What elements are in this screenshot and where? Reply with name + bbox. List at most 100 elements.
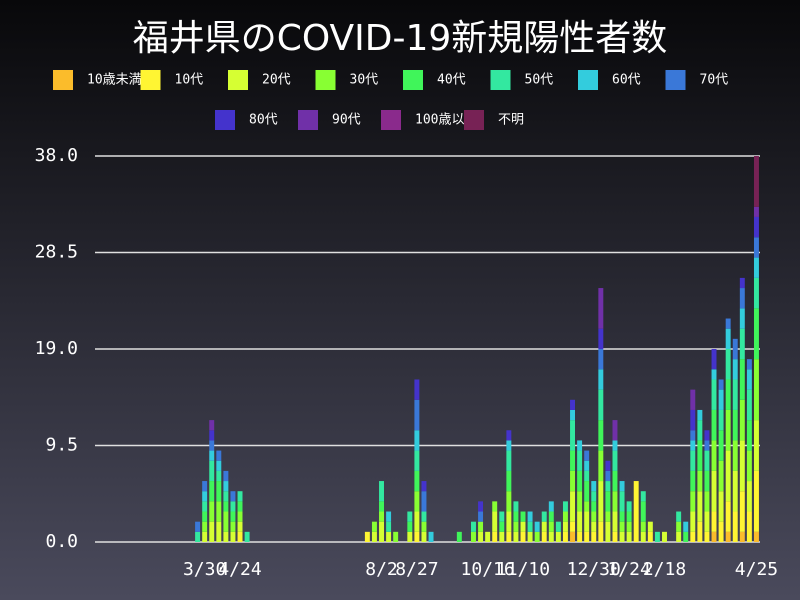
- bar-segment: [739, 491, 745, 532]
- x-tick-label: 8/27: [395, 559, 438, 580]
- legend-label: 80代: [249, 113, 278, 128]
- bar-segment: [612, 440, 618, 451]
- bar-segment: [570, 531, 576, 542]
- bar-segment: [577, 511, 583, 532]
- bar-segment: [598, 481, 604, 522]
- bar-segment: [414, 399, 420, 431]
- bar-segment: [407, 521, 413, 532]
- bar-segment: [230, 501, 236, 512]
- bar-segment: [605, 481, 611, 492]
- bar-segment: [725, 318, 731, 329]
- bar-segment: [492, 501, 498, 512]
- bar-segment: [244, 531, 250, 542]
- bar-segment: [753, 216, 759, 238]
- bar-segment: [718, 379, 724, 390]
- bar-segment: [570, 521, 576, 532]
- bar-segment: [584, 470, 590, 482]
- bar-segment: [739, 440, 745, 492]
- bar-segment: [223, 470, 229, 482]
- bar-segment: [746, 389, 752, 421]
- bar-segment: [414, 511, 420, 532]
- bar-segment: [612, 420, 618, 441]
- bar-segment: [746, 450, 752, 482]
- bar-segment: [471, 531, 476, 542]
- bar-segment: [506, 531, 512, 542]
- bar-segment: [662, 531, 667, 542]
- bar-segment: [506, 430, 512, 441]
- bar-segment: [202, 481, 208, 492]
- bar-segment: [237, 521, 243, 532]
- bar-segment: [223, 491, 229, 502]
- bar-segment: [548, 521, 554, 532]
- bar-segment: [209, 521, 215, 542]
- bar-segment: [711, 470, 717, 512]
- bar-segment: [230, 521, 236, 532]
- bar-segment: [598, 450, 604, 482]
- bar-segment: [202, 521, 208, 532]
- bar-segment: [223, 481, 229, 492]
- bar-segment: [619, 531, 625, 542]
- bar-segment: [697, 420, 703, 441]
- bar-segment: [676, 521, 682, 532]
- y-tick-label: 38.0: [35, 145, 78, 166]
- bar-segment: [640, 501, 646, 522]
- bar-segment: [626, 521, 632, 532]
- bar-segment: [746, 369, 752, 390]
- bar-segment: [421, 481, 427, 492]
- bar-segment: [725, 328, 731, 349]
- bar-segment: [223, 501, 229, 512]
- bar-segment: [216, 450, 222, 461]
- bar-segment: [237, 511, 243, 522]
- legend-swatch: [140, 70, 161, 90]
- x-tick-label: 4/25: [735, 559, 778, 580]
- bar-segment: [640, 521, 646, 532]
- bar-segment: [725, 349, 731, 380]
- bar-segment: [555, 521, 561, 532]
- bar-segment: [626, 501, 632, 512]
- bar-segment: [548, 531, 554, 542]
- bar-segment: [216, 521, 222, 542]
- bar-segment: [725, 501, 731, 532]
- y-tick-label: 9.5: [45, 435, 78, 456]
- bar-segment: [499, 531, 505, 542]
- x-tick-label: 11/10: [496, 559, 550, 580]
- chart-title: 福井県のCOVID-19新規陽性者数: [133, 18, 668, 59]
- bar-segment: [725, 450, 731, 502]
- bar-segment: [690, 511, 696, 532]
- bar-segment: [676, 511, 682, 522]
- bar-segment: [548, 501, 554, 512]
- bar-segment: [718, 491, 724, 522]
- legend-label: 不明: [498, 113, 524, 128]
- bar-segment: [725, 531, 731, 542]
- bar-segment: [584, 481, 590, 502]
- bar-segment: [407, 531, 413, 542]
- bar-segment: [506, 450, 512, 471]
- bar-segment: [393, 531, 399, 542]
- bar-segment: [584, 460, 590, 471]
- legend-label: 90代: [332, 113, 361, 128]
- bar-segment: [598, 288, 604, 329]
- bar-segment: [718, 389, 724, 410]
- bar-segment: [541, 521, 547, 532]
- x-tick-label: 8/2: [365, 559, 398, 580]
- bar-segment: [711, 440, 717, 471]
- bar-segment: [570, 450, 576, 471]
- bar-segment: [520, 531, 526, 542]
- bar-segment: [753, 277, 759, 309]
- bar-segment: [676, 531, 682, 542]
- bar-segment: [704, 470, 710, 492]
- bar-segment: [647, 531, 653, 542]
- bar-segment: [513, 501, 519, 512]
- bar-segment: [216, 501, 222, 522]
- x-tick-label: 12/30: [567, 559, 621, 580]
- legend-swatch: [298, 110, 318, 130]
- bar-segment: [732, 359, 738, 380]
- bar-segment: [379, 511, 384, 522]
- bar-segment: [223, 531, 229, 542]
- bar-segment: [577, 440, 583, 451]
- bar-segment: [386, 531, 392, 542]
- legend-swatch: [490, 70, 511, 90]
- bar-segment: [605, 491, 611, 512]
